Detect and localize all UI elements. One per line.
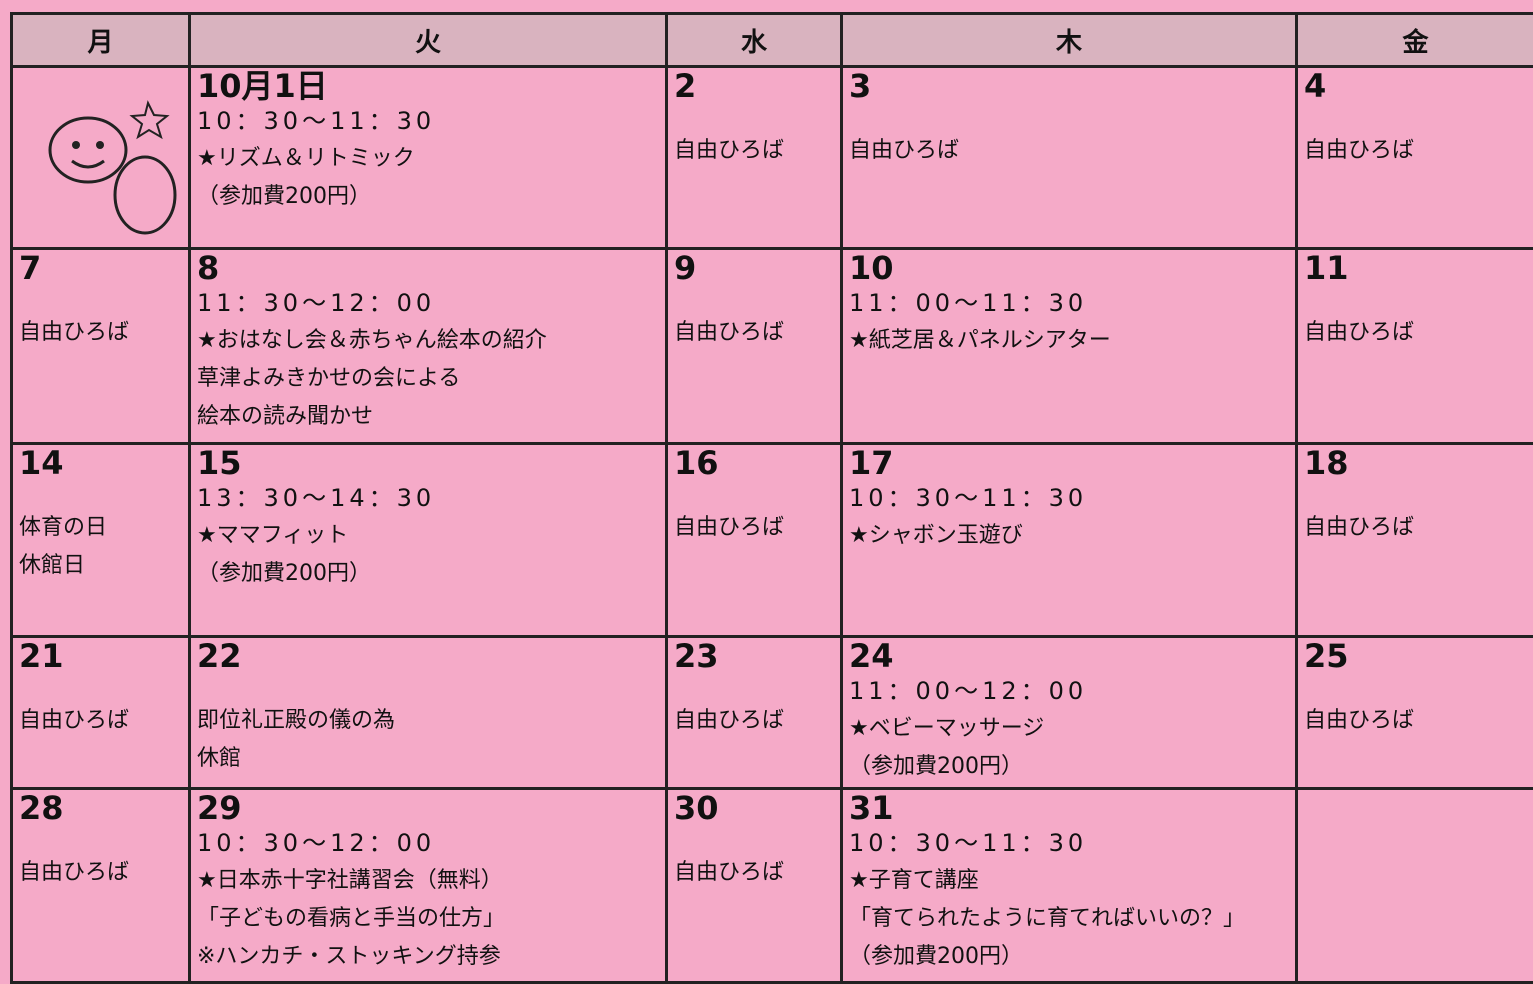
pumpkin-illustration [48,100,177,235]
event-text: （参加費200円） [197,184,371,209]
day-cell: 14 体育の日休館日 [10,442,191,638]
event-text: 自由ひろば [674,515,785,540]
date: 7 [19,249,42,287]
event-text: 11：00〜12：00 [849,677,1088,705]
date: 21 [19,637,64,675]
day-header: 月 [10,12,191,68]
day-header: 水 [665,12,843,68]
event-text: 13：30〜14：30 [197,484,436,512]
day-cell: 2 自由ひろば [665,65,843,250]
date: 10月1日 [197,67,328,105]
event-text: ★ママフィット [197,523,349,548]
event-text: 絵本の読み聞かせ [197,404,374,429]
day-cell: 31 10：30〜11：30 ★子育て講座「育てられたように育てればいいの？」 （参加… [840,787,1298,984]
date: 16 [674,444,719,482]
date: 2 [674,67,697,105]
event-text: ★リズム＆リトミック [197,146,415,171]
date: 10 [849,249,894,287]
event-text: 10：30〜11：30 [849,484,1088,512]
day-cell: 4 自由ひろば [1295,65,1533,250]
event-text: 11：30〜12：00 [197,289,436,317]
day-cell: 28 自由ひろば [10,787,191,984]
date: 25 [1304,637,1349,675]
event-text: 「育てられたように育てればいいの？」 [849,906,1246,931]
date: 11 [1304,249,1349,287]
event-text: 自由ひろば [1304,515,1415,540]
event-text: ★おはなし会＆赤ちゃん絵本の紹介 [197,328,547,353]
day-header: 金 [1295,12,1533,68]
day-cell: 10 11：00〜11：30 ★紙芝居＆パネルシアター [840,247,1298,445]
day-cell: 18 自由ひろば [1295,442,1533,638]
day-cell: 3 自由ひろば [840,65,1298,250]
event-text: 自由ひろば [19,708,130,733]
day-header: 木 [840,12,1298,68]
date: 15 [197,444,242,482]
event-text: （参加費200円） [849,754,1023,779]
day-cell: 8 11：30〜12：00 ★おはなし会＆赤ちゃん絵本の紹介 草津よみきかせの会による… [188,247,668,445]
day-cell: 10月1日 10：30〜11：30 ★リズム＆リトミック （参加費200円） [188,65,668,250]
day-cell: 15 13：30〜14：30 ★ママフィット （参加費200円） [188,442,668,638]
event-text: ★シャボン玉遊び [849,523,1023,548]
event-text: 自由ひろば [674,138,785,163]
event-text: 即位礼正殿の儀の為 [197,708,396,733]
date: 24 [849,637,894,675]
event-text: 10：30〜12：00 [197,829,436,857]
event-text: （参加費200円） [197,561,371,586]
date: 23 [674,637,719,675]
event-text: 自由ひろば [674,708,785,733]
event-text: 体育の日 [19,515,108,540]
event-text: ※ハンカチ・ストッキング持参 [197,944,501,969]
date: 3 [849,67,872,105]
event-text: 10：30〜11：30 [197,107,436,135]
event-text: 自由ひろば [19,860,130,885]
day-header: 火 [188,12,668,68]
day-cell: 16 自由ひろば [665,442,843,638]
event-text: 11：00〜11：30 [849,289,1088,317]
event-text: 自由ひろば [1304,320,1415,345]
event-text: ★日本赤十字社講習会（無料） [197,868,503,893]
day-cell: 9 自由ひろば [665,247,843,445]
day-cell: 24 11：00〜12：00 ★ベビーマッサージ （参加費200円） [840,635,1298,790]
date: 22 [197,637,242,675]
day-cell [1295,787,1533,984]
date: 28 [19,789,64,827]
day-cell: 21 自由ひろば [10,635,191,790]
date: 8 [197,249,220,287]
event-text: 自由ひろば [19,320,130,345]
event-text: 休館日 [19,553,86,578]
event-text: ★紙芝居＆パネルシアター [849,328,1111,353]
event-text: 10：30〜11：30 [849,829,1088,857]
event-text: 自由ひろば [1304,138,1415,163]
date: 4 [1304,67,1327,105]
date: 29 [197,789,242,827]
event-text: 自由ひろば [674,320,785,345]
event-text: 自由ひろば [849,138,960,163]
day-cell: 17 10：30〜11：30 ★シャボン玉遊び [840,442,1298,638]
event-text: ★子育て講座 [849,868,979,893]
day-cell: 23 自由ひろば [665,635,843,790]
event-text: ★ベビーマッサージ [849,716,1045,741]
event-text: 自由ひろば [674,860,785,885]
day-cell: 11 自由ひろば [1295,247,1533,445]
date: 31 [849,789,894,827]
event-text: 休館 [197,746,242,771]
date: 14 [19,444,64,482]
event-text: 草津よみきかせの会による [197,366,461,391]
event-text: 「子どもの看病と手当の仕方」 [197,906,506,931]
date: 30 [674,789,719,827]
event-text: （参加費200円） [849,944,1023,969]
day-cell: 25 自由ひろば [1295,635,1533,790]
day-cell: 30 自由ひろば [665,787,843,984]
date: 9 [674,249,697,287]
date: 17 [849,444,894,482]
date: 18 [1304,444,1349,482]
event-text: 自由ひろば [1304,708,1415,733]
day-cell: 22 即位礼正殿の儀の為 休館 [188,635,668,790]
day-cell: 7 自由ひろば [10,247,191,445]
day-cell: 29 10：30〜12：00 ★日本赤十字社講習会（無料） 「子どもの看病と手当の仕方… [188,787,668,984]
